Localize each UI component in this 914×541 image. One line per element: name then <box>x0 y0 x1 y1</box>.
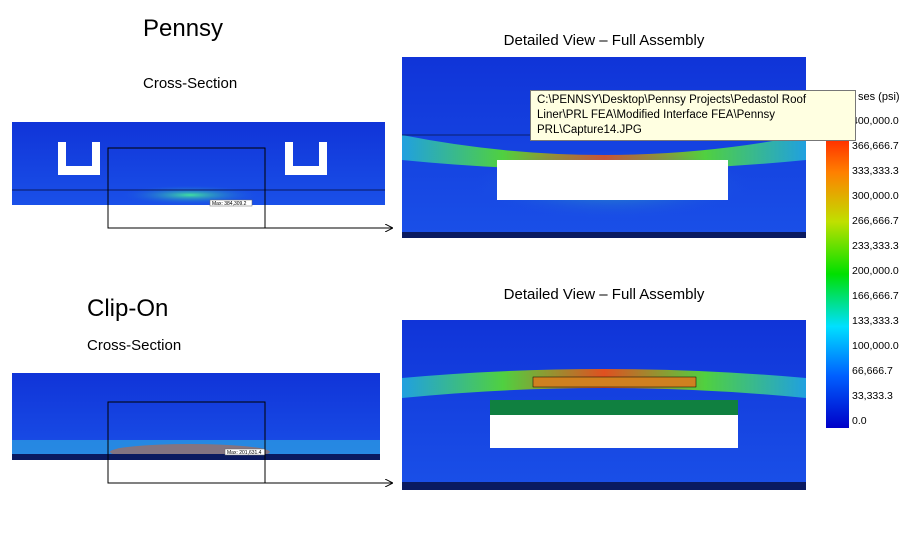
subtitle: Cross-Section <box>87 337 181 354</box>
legend-label: 366,666.7 <box>852 140 899 152</box>
legend-label: 200,000.0 <box>852 265 899 277</box>
tooltip: C:\PENNSY\Desktop\Pennsy Projects\Pedast… <box>530 90 856 141</box>
legend-label: 33,333.3 <box>852 390 893 402</box>
legend-label: 66,666.7 <box>852 365 893 377</box>
subtitle: Cross-Section <box>143 75 237 92</box>
legend-label: 300,000.0 <box>852 190 899 202</box>
legend-label: 133,333.3 <box>852 315 899 327</box>
legend-title: ses (psi) <box>858 91 900 103</box>
max-label: Max: 384,309.2 <box>212 201 247 207</box>
fea-image: Max: 201,631.4 <box>12 373 380 460</box>
detail-title: Detailed View – Full Assembly <box>504 286 705 303</box>
max-label: Max: 201,631.4 <box>227 450 262 456</box>
color-scale <box>826 120 849 428</box>
legend-label: 333,333.3 <box>852 165 899 177</box>
legend-label: 233,333.3 <box>852 240 899 252</box>
legend-label: 266,666.7 <box>852 215 899 227</box>
fea-detail <box>402 320 806 490</box>
fea-detail <box>402 57 806 238</box>
title: Pennsy <box>143 15 223 42</box>
detail-title: Detailed View – Full Assembly <box>504 32 705 49</box>
fea-image: Max: 384,309.2 <box>12 122 385 207</box>
title: Clip-On <box>87 295 168 322</box>
legend-label: 166,666.7 <box>852 290 899 302</box>
legend-label: 100,000.0 <box>852 340 899 352</box>
legend-label: 400,000.0 <box>852 115 899 127</box>
legend-label: 0.0 <box>852 415 867 427</box>
